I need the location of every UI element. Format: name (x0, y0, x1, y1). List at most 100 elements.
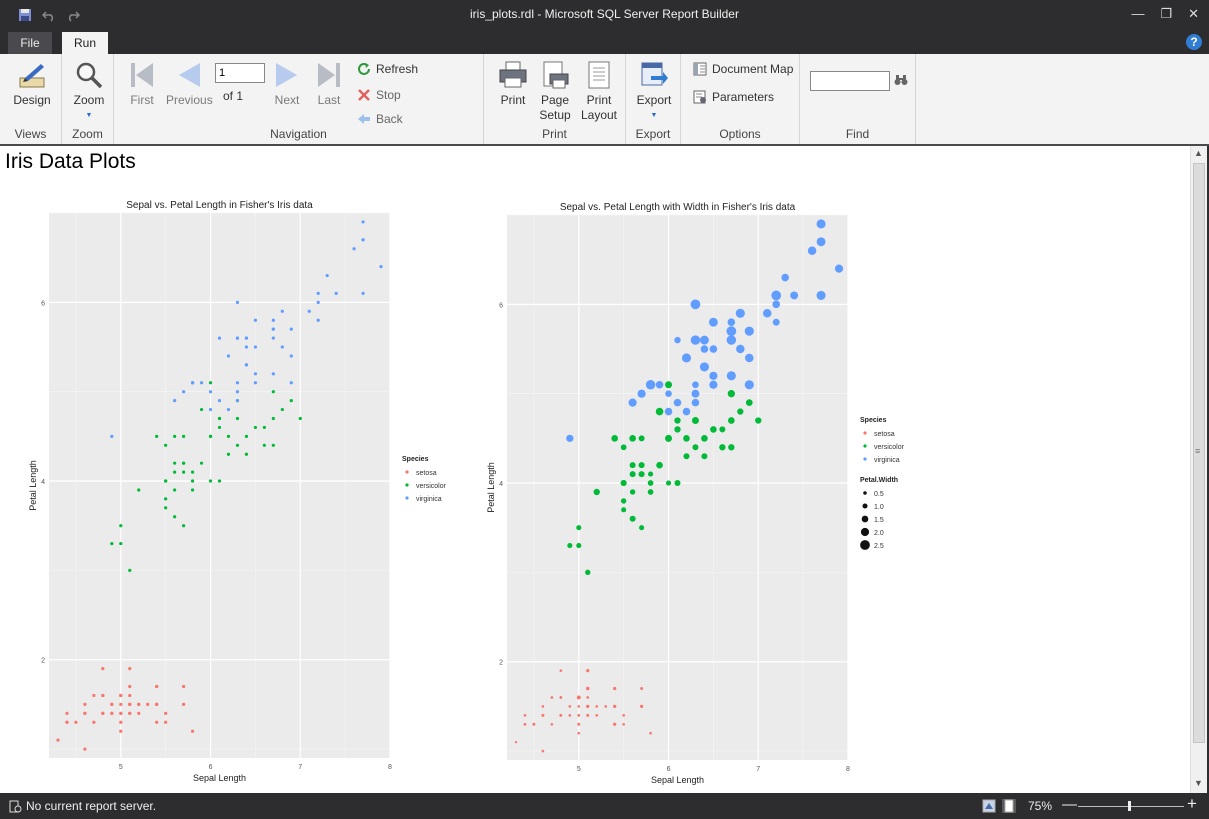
data-point-virginica (110, 434, 114, 438)
tab-run[interactable]: Run (62, 32, 108, 54)
chart-title: Sepal vs. Petal Length in Fisher's Iris … (126, 200, 313, 211)
data-point-versicolor (182, 524, 186, 528)
design-button[interactable]: Design (12, 60, 52, 108)
x-tick-label: 5 (119, 764, 123, 771)
scroll-down-icon[interactable]: ▼ (1194, 778, 1203, 788)
data-point-setosa (190, 729, 195, 733)
data-point-setosa (541, 705, 545, 708)
page-setup-label-2: Setup (539, 108, 571, 122)
data-point-virginica (244, 336, 249, 340)
page-number-input[interactable] (215, 63, 265, 83)
data-point-setosa (577, 714, 581, 717)
data-point-versicolor (674, 417, 681, 424)
data-point-virginica (772, 300, 781, 309)
page-setup-button[interactable]: Page Setup (538, 60, 572, 123)
close-icon[interactable]: ✕ (1188, 6, 1199, 21)
zoom-slider[interactable] (1078, 806, 1184, 807)
refresh-button[interactable]: Refresh (357, 62, 418, 76)
data-point-virginica (253, 318, 257, 322)
data-point-setosa (577, 705, 581, 708)
undo-icon[interactable] (41, 8, 56, 22)
data-point-virginica (253, 381, 257, 385)
data-point-virginica (235, 381, 240, 385)
next-page-button[interactable]: Next (269, 60, 305, 108)
zoom-out-icon[interactable]: — (1062, 796, 1077, 813)
binoculars-icon[interactable] (894, 74, 908, 89)
next-page-icon (272, 60, 302, 90)
zoom-slider-thumb[interactable] (1128, 801, 1131, 811)
design-label: Design (13, 93, 51, 107)
page-setup-icon (540, 60, 570, 90)
zoom-button[interactable]: Zoom ▼ (70, 60, 108, 123)
find-input[interactable] (810, 71, 890, 91)
last-page-label: Last (317, 93, 341, 107)
print-layout-icon (584, 60, 614, 90)
data-point-versicolor (692, 444, 699, 451)
data-point-versicolor (244, 434, 249, 438)
data-point-versicolor (576, 525, 582, 531)
help-icon[interactable]: ? (1186, 34, 1202, 50)
x-tick-label: 6 (209, 764, 213, 771)
layout-view-icon[interactable] (982, 799, 996, 813)
print-layout-button[interactable]: Print Layout (580, 60, 618, 123)
previous-page-button[interactable]: Previous (166, 60, 213, 108)
minimize-icon[interactable]: — (1131, 6, 1145, 21)
zoom-level: 75% (1028, 799, 1053, 813)
data-point-versicolor (737, 408, 744, 415)
data-point-versicolor (199, 461, 204, 465)
data-point-versicolor (190, 479, 195, 483)
data-point-virginica (781, 273, 789, 282)
data-point-versicolor (620, 480, 627, 487)
data-point-versicolor (173, 488, 177, 492)
back-arrow-icon (357, 112, 371, 126)
data-point-virginica (726, 326, 737, 337)
legend: Species setosa versicolor virginica (860, 417, 905, 464)
data-point-virginica (271, 372, 275, 376)
data-point-virginica (709, 345, 718, 353)
export-button[interactable]: Export ▼ (636, 60, 672, 123)
data-point-versicolor (208, 434, 213, 438)
data-point-virginica (709, 380, 718, 389)
scroll-up-icon[interactable]: ▲ (1194, 148, 1203, 158)
save-icon[interactable] (18, 8, 32, 22)
x-tick-label: 6 (667, 766, 671, 773)
redo-icon[interactable] (66, 8, 81, 22)
y-tick-label: 6 (41, 300, 45, 307)
data-point-setosa (550, 722, 554, 726)
data-point-setosa (155, 684, 159, 689)
data-point-virginica (744, 380, 754, 390)
data-point-versicolor (217, 416, 222, 421)
data-point-versicolor (217, 425, 222, 430)
data-point-virginica (271, 318, 275, 322)
size-legend-key (860, 540, 870, 550)
tab-file[interactable]: File (8, 32, 52, 54)
last-page-button[interactable]: Last (313, 60, 345, 108)
scroll-grip-icon: ≡ (1195, 446, 1201, 456)
stop-button[interactable]: Stop (357, 88, 401, 102)
data-point-versicolor (271, 443, 275, 447)
back-label: Back (376, 112, 403, 126)
data-point-setosa (155, 720, 159, 724)
data-point-versicolor (298, 416, 302, 421)
back-button[interactable]: Back (357, 112, 403, 126)
x-tick-label: 7 (756, 766, 760, 773)
data-point-virginica (790, 291, 799, 300)
print-button[interactable]: Print (496, 60, 530, 108)
vertical-scrollbar[interactable]: ▲ ≡ ▼ (1190, 146, 1207, 793)
data-point-setosa (649, 731, 652, 735)
print-preview-icon[interactable] (1002, 799, 1016, 813)
document-map-button[interactable]: Document Map (693, 62, 793, 76)
maximize-icon[interactable]: ❐ (1160, 6, 1173, 21)
legend-title: Species (860, 417, 887, 424)
data-point-virginica (199, 381, 204, 385)
scroll-thumb[interactable] (1193, 163, 1205, 743)
data-point-setosa (595, 714, 599, 717)
parameters-button[interactable]: Parameters (693, 90, 774, 104)
zoom-in-icon[interactable]: + (1187, 794, 1197, 813)
data-point-virginica (271, 327, 275, 331)
data-point-setosa (101, 711, 105, 715)
data-point-setosa (83, 747, 87, 751)
first-page-button[interactable]: First (126, 60, 158, 108)
data-point-setosa (56, 738, 60, 742)
status-text: No current report server. (26, 799, 157, 813)
